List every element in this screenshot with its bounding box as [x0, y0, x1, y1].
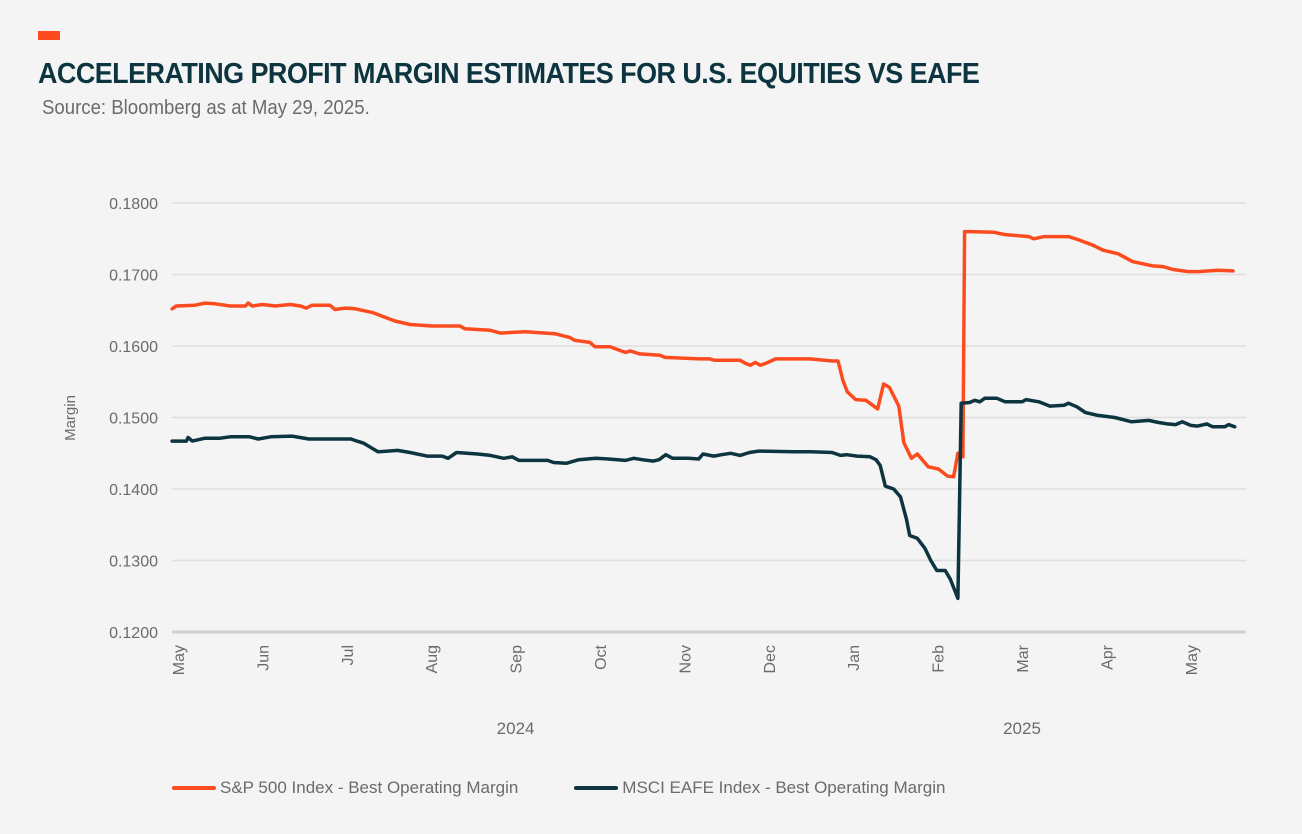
x-tick-label: Jul: [340, 645, 357, 665]
legend-item-sp500[interactable]: S&P 500 Index - Best Operating Margin: [172, 778, 518, 798]
x-axis-ticks: May Jun Jul Aug Sep Oct Nov Dec Jan Feb Mar Apr May: [171, 644, 1201, 675]
year-label: 2024: [497, 719, 535, 738]
series-lines: [170, 229, 1237, 601]
y-tick-label: 0.1800: [109, 196, 158, 213]
chart-title: ACCELERATING PROFIT MARGIN ESTIMATES FOR…: [38, 58, 980, 90]
legend-label-sp500: S&P 500 Index - Best Operating Margin: [220, 778, 519, 797]
series-line-eafe: [170, 396, 1237, 601]
x-tick-label: Sep: [509, 645, 526, 674]
series-line-sp500: [170, 229, 1235, 479]
x-tick-label: Feb: [931, 645, 948, 673]
y-tick-label: 0.1300: [109, 554, 158, 571]
year-labels: 2024 2025: [497, 719, 1041, 738]
x-tick-label: Aug: [424, 645, 441, 673]
x-tick-label: May: [1184, 645, 1201, 675]
legend: S&P 500 Index - Best Operating Margin MS…: [172, 778, 945, 798]
accent-bar: [38, 31, 60, 40]
y-tick-label: 0.1200: [109, 625, 158, 642]
x-tick-label: Oct: [593, 644, 610, 669]
x-tick-label: Dec: [762, 645, 779, 673]
gridlines: [172, 202, 1246, 634]
legend-swatch-eafe: [574, 786, 619, 790]
legend-item-eafe[interactable]: MSCI EAFE Index - Best Operating Margin: [574, 778, 945, 798]
year-label: 2025: [1003, 719, 1041, 738]
y-axis-title: Margin: [62, 395, 79, 441]
y-tick-label: 0.1600: [109, 339, 158, 356]
y-axis-ticks: 0.1200 0.1300 0.1400 0.1500 0.1600 0.1700 0.18…: [109, 196, 158, 642]
x-tick-label: May: [171, 645, 188, 675]
x-tick-label: Nov: [677, 645, 694, 673]
chart-subtitle: Source: Bloomberg as at May 29, 2025.: [42, 97, 370, 119]
x-tick-label: Mar: [1015, 644, 1032, 672]
x-tick-label: Jan: [846, 645, 863, 671]
legend-swatch-sp500: [172, 786, 216, 790]
y-tick-label: 0.1700: [109, 268, 158, 285]
y-tick-label: 0.1400: [109, 482, 158, 499]
x-tick-label: Jun: [255, 645, 272, 671]
x-tick-label: Apr: [1099, 644, 1116, 670]
legend-label-eafe: MSCI EAFE Index - Best Operating Margin: [622, 778, 946, 797]
y-tick-label: 0.1500: [109, 411, 158, 428]
